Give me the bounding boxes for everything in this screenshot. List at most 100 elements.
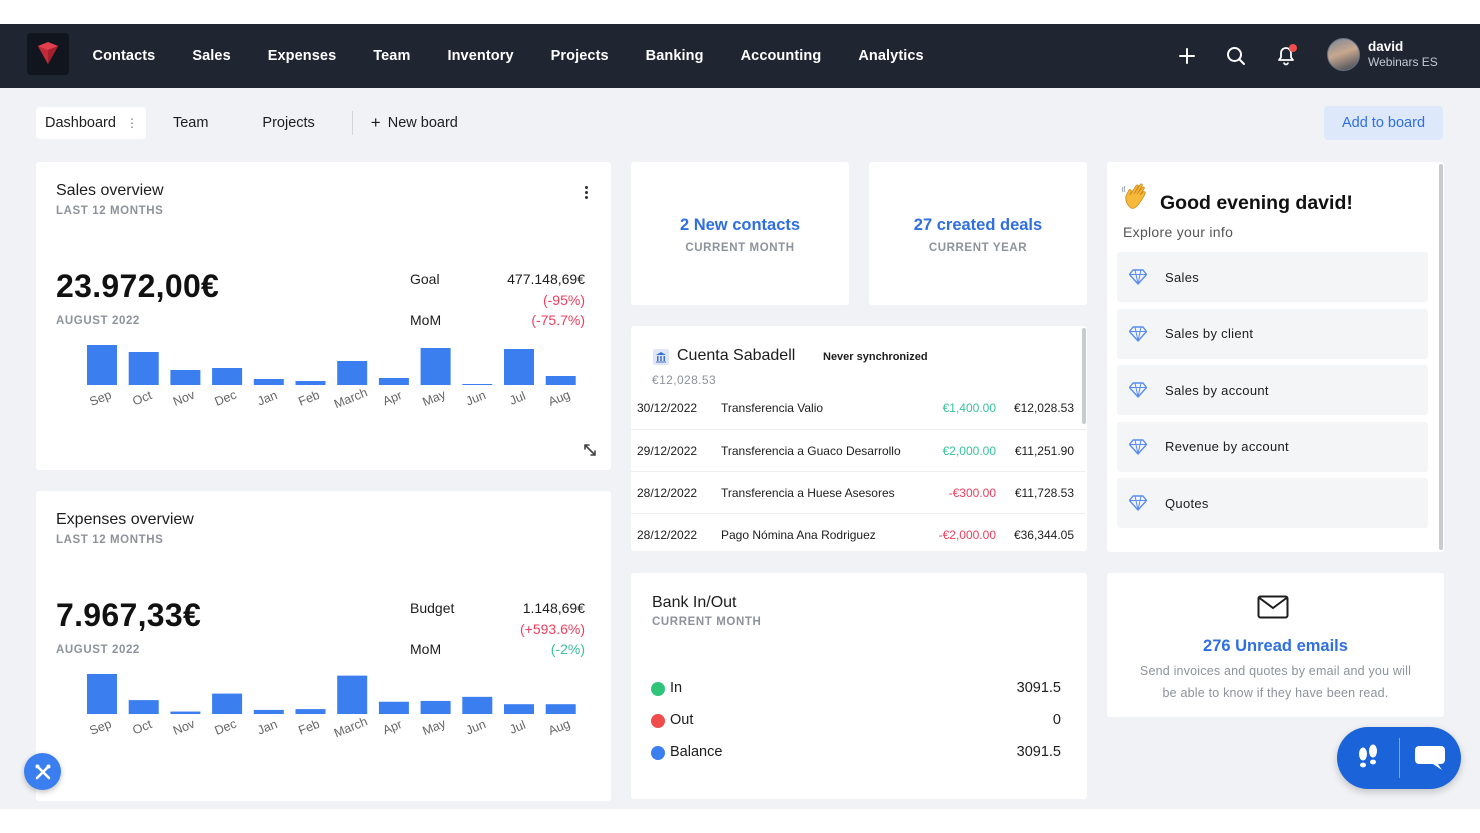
transaction-amount: €2,000.00 (942, 444, 996, 458)
explore-item[interactable]: Quotes (1117, 478, 1428, 529)
created-deals-card[interactable]: 27 created deals CURRENT YEAR (869, 162, 1087, 305)
bar-sep[interactable] (87, 345, 117, 385)
transaction-date: 30/12/2022 (637, 401, 698, 415)
transaction-date: 28/12/2022 (637, 486, 698, 500)
tab-projects[interactable]: Projects (262, 115, 315, 131)
unread-emails-desc-2: be able to know if they have been read. (1162, 686, 1389, 700)
goal-percent: (-95%) (542, 292, 585, 308)
tick-label: Apr (381, 717, 404, 737)
bar-jan[interactable] (253, 379, 284, 385)
user-menu[interactable]: david Webinars ES (1327, 38, 1438, 71)
bar-aug[interactable] (545, 376, 576, 385)
footprints-icon (1358, 744, 1377, 768)
created-deals-title: 27 created deals (913, 216, 1043, 234)
explore-item[interactable]: Sales by client (1117, 308, 1428, 359)
onboarding-button[interactable] (1337, 727, 1399, 789)
resize-icon[interactable] (582, 442, 598, 458)
tab-dashboard-label: Dashboard (45, 115, 116, 131)
bank-io-value: 0 (1052, 712, 1061, 728)
bar-apr[interactable] (378, 378, 409, 385)
bar-jul[interactable] (504, 704, 534, 714)
app-logo[interactable] (27, 33, 69, 75)
bank-account-card: Cuenta Sabadell Never synchronized €12,0… (631, 326, 1087, 551)
transaction-row[interactable]: 30/12/2022 Transferencia Valio €1,400.00 €1… (631, 387, 1086, 429)
budget-value: 1.148,69€ (522, 600, 585, 616)
new-contacts-card[interactable]: 2 New contacts CURRENT MONTH (631, 162, 849, 305)
bar-march[interactable] (337, 675, 368, 714)
bar-feb[interactable] (295, 709, 326, 714)
scrollbar[interactable] (1082, 328, 1086, 424)
bar-jul[interactable] (504, 349, 534, 385)
tick-label: Jun (464, 388, 488, 409)
expenses-bar-chart: Sep Oct Nov Dec Jan Feb March Apr May Jun Jul Aug (87, 674, 576, 740)
add-button[interactable] (1173, 42, 1201, 70)
tick-label: Nov (171, 387, 198, 409)
bank-balance: €12,028.53 (652, 373, 717, 387)
bar-jan[interactable] (253, 709, 284, 714)
notifications-button[interactable] (1272, 42, 1300, 70)
tools-icon (35, 764, 50, 779)
transaction-date: 28/12/2022 (637, 528, 698, 542)
new-contacts-title: 2 New contacts (679, 216, 801, 234)
transaction-balance: €36,344.05 (1013, 528, 1074, 542)
bar-nov[interactable] (170, 711, 201, 714)
bar-feb[interactable] (295, 381, 326, 385)
tick-label: Dec (213, 388, 239, 409)
bar-march[interactable] (337, 361, 368, 385)
bar-oct[interactable] (128, 352, 159, 385)
card-menu-icon[interactable] (576, 182, 596, 202)
transaction-row[interactable]: 28/12/2022 Transferencia a Huese Asesores… (631, 471, 1086, 513)
transaction-row[interactable]: 29/12/2022 Transferencia a Guaco Desarrol… (631, 429, 1086, 471)
explore-item-label: Revenue by account (1165, 439, 1289, 455)
chat-button[interactable] (1399, 727, 1461, 789)
tab-team[interactable]: Team (172, 115, 209, 131)
tools-fab-button[interactable] (24, 753, 61, 790)
bar-dec[interactable] (212, 368, 243, 385)
nav-item-contacts[interactable]: Contacts (92, 48, 156, 64)
bar-oct[interactable] (128, 700, 159, 714)
bar-jun[interactable] (462, 696, 493, 714)
transaction-row[interactable]: 28/12/2022 Pago Nómina Ana Rodriguez -€2,0… (631, 513, 1086, 551)
waving-hand-icon (1121, 183, 1146, 209)
unread-emails-card[interactable]: 276 Unread emails Send invoices and quot… (1107, 573, 1444, 717)
bar-may[interactable] (420, 700, 451, 714)
nav-item-team[interactable]: Team (373, 48, 411, 64)
support-widget (1337, 727, 1461, 789)
bar-may[interactable] (420, 348, 451, 385)
tick-label: Aug (546, 388, 572, 409)
bar-aug[interactable] (545, 704, 576, 714)
explore-item[interactable]: Sales by account (1117, 365, 1428, 416)
nav-item-inventory[interactable]: Inventory (447, 48, 514, 64)
bar-nov[interactable] (170, 370, 201, 385)
legend-dot (651, 682, 665, 696)
add-to-board-button[interactable]: Add to board (1324, 106, 1443, 140)
bar-apr[interactable] (378, 701, 409, 714)
nav-item-banking[interactable]: Banking (645, 48, 704, 64)
tab-dashboard[interactable]: Dashboard ⋮ (36, 107, 146, 139)
tab-options-icon[interactable]: ⋮ (125, 116, 138, 130)
scrollbar[interactable] (1439, 164, 1443, 550)
diamond-icon (1129, 325, 1147, 342)
bank-account-name: Cuenta Sabadell (677, 347, 796, 364)
bar-sep[interactable] (87, 674, 117, 714)
nav-item-expenses[interactable]: Expenses (267, 48, 337, 64)
mom-value: (-2%) (550, 641, 585, 657)
nav-item-sales[interactable]: Sales (192, 48, 231, 64)
envelope-icon (1257, 595, 1289, 619)
nav-item-projects[interactable]: Projects (550, 48, 609, 64)
explore-item[interactable]: Sales (1117, 252, 1428, 302)
unread-emails-desc-1: Send invoices and quotes by email and yo… (1139, 664, 1412, 678)
nav-item-accounting[interactable]: Accounting (740, 48, 822, 64)
top-navbar: Contacts Sales Expenses Team Inventory P… (0, 24, 1480, 88)
bank-io-value: 3091.5 (1016, 680, 1061, 696)
diamond-icon (1129, 269, 1147, 285)
card-title: Sales overview (56, 182, 164, 199)
search-button[interactable] (1222, 42, 1250, 70)
transaction-amount: -€2,000.00 (938, 528, 996, 542)
new-board-button[interactable]: + New board (371, 113, 458, 133)
bar-jun[interactable] (462, 384, 493, 385)
nav-item-analytics[interactable]: Analytics (858, 48, 924, 64)
explore-item[interactable]: Revenue by account (1117, 421, 1428, 472)
explore-item-label: Sales (1165, 269, 1200, 285)
bar-dec[interactable] (212, 693, 243, 714)
